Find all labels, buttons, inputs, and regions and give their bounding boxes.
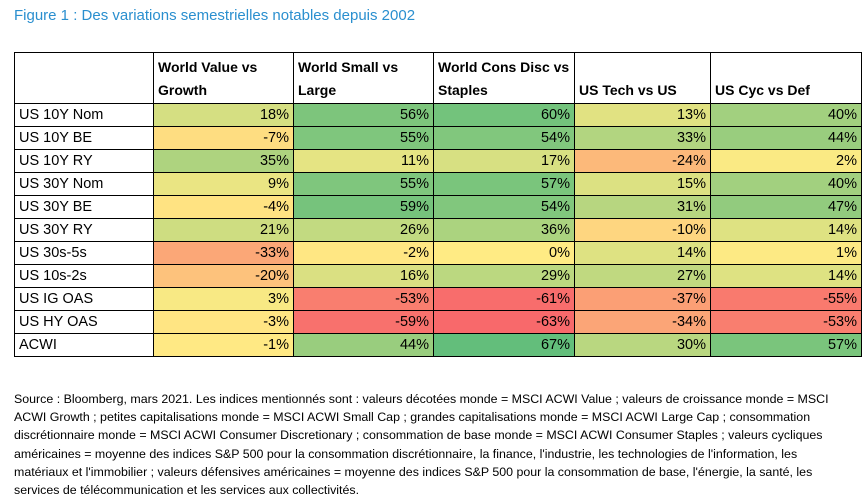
row-label: US 30Y BE xyxy=(14,195,154,219)
value-cell: 59% xyxy=(293,195,434,219)
value-cell: -4% xyxy=(153,195,294,219)
row-label: ACWI xyxy=(14,333,154,357)
value-cell: 14% xyxy=(710,264,862,288)
header-row: World Value vs Growth World Small vs Lar… xyxy=(14,52,862,104)
row-label: US IG OAS xyxy=(14,287,154,311)
corner-cell xyxy=(14,52,154,104)
value-cell: -63% xyxy=(433,310,575,334)
row-label: US HY OAS xyxy=(14,310,154,334)
value-cell: 67% xyxy=(433,333,575,357)
column-header: US Cyc vs Def xyxy=(710,52,862,104)
value-cell: -10% xyxy=(574,218,711,242)
table-row: US 30s-5s -33% -2% 0% 14% 1% xyxy=(14,241,862,265)
value-cell: 44% xyxy=(293,333,434,357)
value-cell: 26% xyxy=(293,218,434,242)
table-row: ACWI -1% 44% 67% 30% 57% xyxy=(14,333,862,357)
row-label: US 10s-2s xyxy=(14,264,154,288)
value-cell: 14% xyxy=(710,218,862,242)
value-cell: 31% xyxy=(574,195,711,219)
value-cell: -20% xyxy=(153,264,294,288)
table-row: US 10Y Nom 18% 56% 60% 13% 40% xyxy=(14,103,862,127)
table-row: US IG OAS 3% -53% -61% -37% -55% xyxy=(14,287,862,311)
table-row: US HY OAS -3% -59% -63% -34% -53% xyxy=(14,310,862,334)
value-cell: -3% xyxy=(153,310,294,334)
value-cell: -33% xyxy=(153,241,294,265)
value-cell: 56% xyxy=(293,103,434,127)
value-cell: 54% xyxy=(433,195,575,219)
table-row: US 10s-2s -20% 16% 29% 27% 14% xyxy=(14,264,862,288)
value-cell: 21% xyxy=(153,218,294,242)
value-cell: 29% xyxy=(433,264,575,288)
column-header: US Tech vs US xyxy=(574,52,711,104)
value-cell: 15% xyxy=(574,172,711,196)
value-cell: -61% xyxy=(433,287,575,311)
value-cell: 3% xyxy=(153,287,294,311)
value-cell: 0% xyxy=(433,241,575,265)
value-cell: 27% xyxy=(574,264,711,288)
value-cell: 14% xyxy=(574,241,711,265)
value-cell: 13% xyxy=(574,103,711,127)
value-cell: -1% xyxy=(153,333,294,357)
value-cell: -59% xyxy=(293,310,434,334)
column-header: World Cons Disc vs Staples xyxy=(433,52,575,104)
value-cell: 2% xyxy=(710,149,862,173)
value-cell: -37% xyxy=(574,287,711,311)
value-cell: -7% xyxy=(153,126,294,150)
value-cell: 36% xyxy=(433,218,575,242)
column-header: World Value vs Growth xyxy=(153,52,294,104)
table-row: US 10Y RY 35% 11% 17% -24% 2% xyxy=(14,149,862,173)
table-row: US 30Y BE -4% 59% 54% 31% 47% xyxy=(14,195,862,219)
value-cell: 9% xyxy=(153,172,294,196)
value-cell: 18% xyxy=(153,103,294,127)
value-cell: -53% xyxy=(293,287,434,311)
value-cell: -34% xyxy=(574,310,711,334)
value-cell: 47% xyxy=(710,195,862,219)
row-label: US 10Y Nom xyxy=(14,103,154,127)
value-cell: 60% xyxy=(433,103,575,127)
row-label: US 30s-5s xyxy=(14,241,154,265)
heatmap-table: World Value vs Growth World Small vs Lar… xyxy=(14,52,862,357)
column-header: World Small vs Large xyxy=(293,52,434,104)
source-note: Source : Bloomberg, mars 2021. Les indic… xyxy=(14,392,829,498)
row-label: US 30Y RY xyxy=(14,218,154,242)
row-label: US 10Y BE xyxy=(14,126,154,150)
value-cell: 1% xyxy=(710,241,862,265)
value-cell: -24% xyxy=(574,149,711,173)
value-cell: 33% xyxy=(574,126,711,150)
value-cell: 17% xyxy=(433,149,575,173)
value-cell: 44% xyxy=(710,126,862,150)
row-label: US 10Y RY xyxy=(14,149,154,173)
value-cell: 40% xyxy=(710,172,862,196)
table-row: US 30Y Nom 9% 55% 57% 15% 40% xyxy=(14,172,862,196)
value-cell: 35% xyxy=(153,149,294,173)
table-body: US 10Y Nom 18% 56% 60% 13% 40% US 10Y BE -7% 55%… xyxy=(14,103,862,357)
value-cell: 57% xyxy=(433,172,575,196)
figure-title: Figure 1 : Des variations semestrielles … xyxy=(14,7,416,24)
value-cell: 40% xyxy=(710,103,862,127)
table-row: US 10Y BE -7% 55% 54% 33% 44% xyxy=(14,126,862,150)
value-cell: -55% xyxy=(710,287,862,311)
value-cell: -53% xyxy=(710,310,862,334)
value-cell: 55% xyxy=(293,172,434,196)
row-label: US 30Y Nom xyxy=(14,172,154,196)
value-cell: 57% xyxy=(710,333,862,357)
value-cell: 11% xyxy=(293,149,434,173)
table-row: US 30Y RY 21% 26% 36% -10% 14% xyxy=(14,218,862,242)
value-cell: -2% xyxy=(293,241,434,265)
value-cell: 54% xyxy=(433,126,575,150)
value-cell: 16% xyxy=(293,264,434,288)
value-cell: 55% xyxy=(293,126,434,150)
value-cell: 30% xyxy=(574,333,711,357)
